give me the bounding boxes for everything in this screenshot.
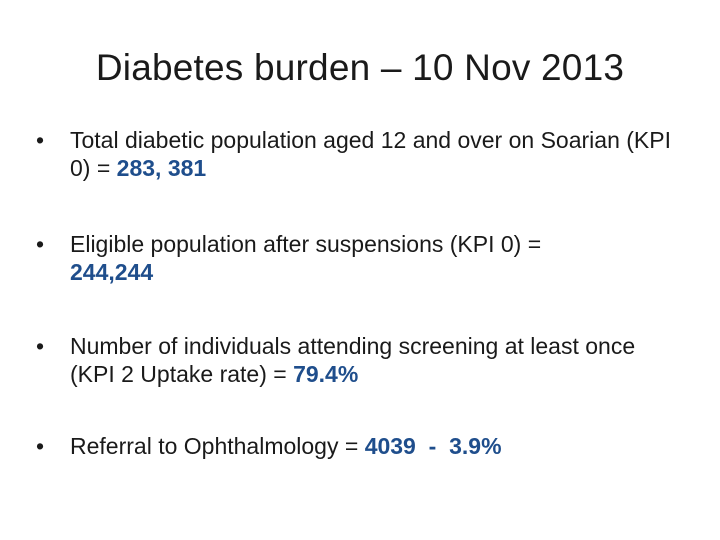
bullet-dot-icon: • [36, 231, 45, 257]
bullet-item-total-population: • Total diabetic population aged 12 and … [36, 126, 686, 182]
bullet-item-uptake-rate: • Number of individuals attending screen… [36, 332, 686, 388]
bullet-label: Eligible population after suspensions (K… [70, 231, 542, 257]
bullet-dot-icon: • [36, 433, 45, 459]
bullet-text: Eligible population after suspensions (K… [70, 230, 686, 286]
bullet-label: Referral to Ophthalmology = [70, 433, 365, 459]
bullet-text: Total diabetic population aged 12 and ov… [70, 126, 686, 182]
referral-separator: - [415, 433, 450, 459]
bullet-text: Referral to Ophthalmology = 4039 - 3.9% [70, 432, 686, 460]
referral-percent-value: 3.9% [449, 433, 502, 459]
bullet-item-eligible-population: • Eligible population after suspensions … [36, 230, 686, 286]
bullet-label: Total diabetic population aged 12 and ov… [70, 127, 671, 181]
eligible-population-value: 244,244 [70, 259, 154, 285]
uptake-rate-value: 79.4% [293, 361, 359, 387]
bullet-dot-icon: • [36, 333, 45, 359]
bullet-dot-icon: • [36, 127, 45, 153]
referral-count-value: 4039 [364, 433, 416, 459]
bullet-text: Number of individuals attending screenin… [70, 332, 686, 388]
bullet-label: Number of individuals attending screenin… [70, 333, 636, 387]
bullet-item-referral: • Referral to Ophthalmology = 4039 - 3.9… [36, 432, 686, 460]
slide-title: Diabetes burden – 10 Nov 2013 [95, 47, 625, 88]
total-population-value: 283, 381 [116, 155, 207, 181]
